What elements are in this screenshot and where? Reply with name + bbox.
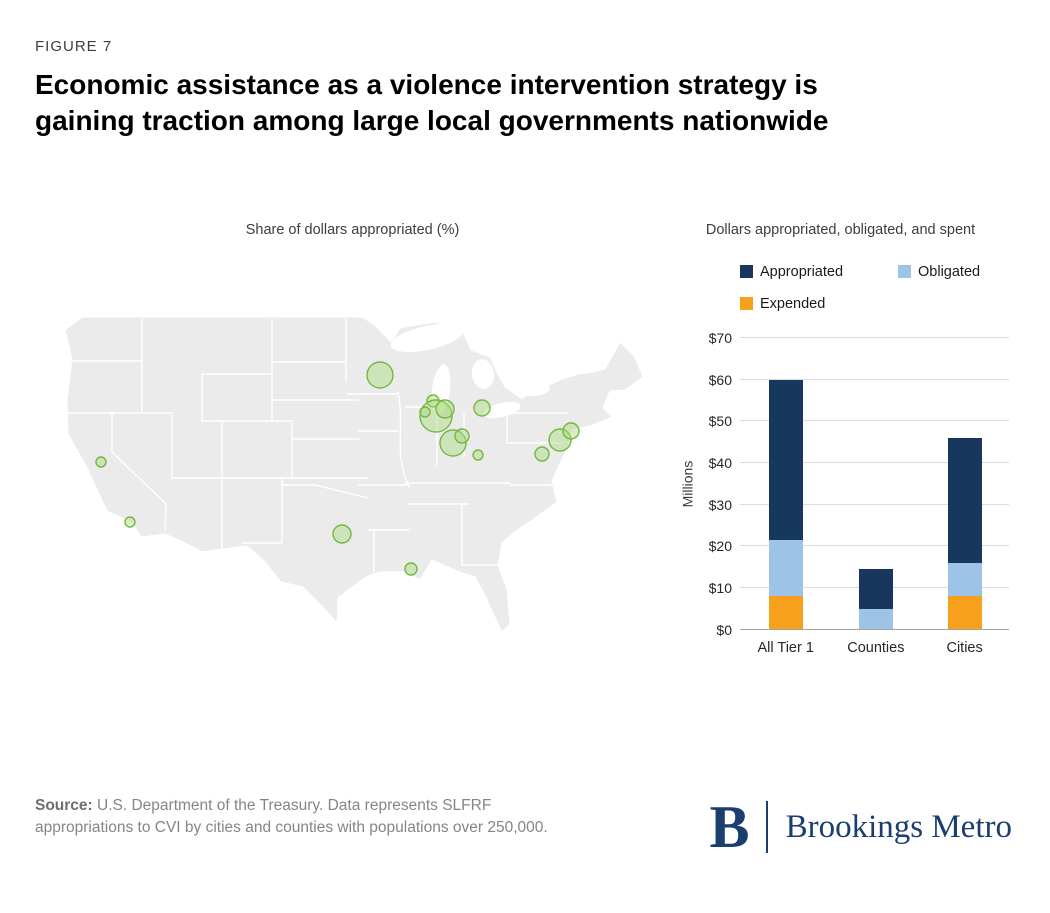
- bar-expended-all-tier-1: [768, 596, 803, 630]
- figure-page: FIGURE 7 Economic assistance as a violen…: [35, 38, 1012, 857]
- legend-item-obligated: Obligated: [898, 264, 980, 280]
- lake-superior: [390, 323, 464, 352]
- map-bubble: [366, 361, 394, 389]
- source-text: U.S. Department of the Treasury. Data re…: [35, 797, 548, 836]
- legend-swatch: [898, 265, 911, 279]
- map-bubble: [562, 422, 580, 440]
- lake-ontario: [520, 383, 550, 397]
- y-tick-label: $50: [708, 413, 732, 430]
- figure-footer: Source: U.S. Department of the Treasury.…: [35, 795, 1012, 857]
- map-bubble: [439, 429, 467, 457]
- gridline: [740, 420, 1009, 422]
- y-tick-label: $40: [708, 454, 732, 471]
- map-bubble: [95, 456, 107, 468]
- gridline: [740, 503, 1009, 505]
- map-panel: Share of dollars appropriated (%): [35, 222, 670, 642]
- figure-label: FIGURE 7: [35, 38, 113, 55]
- source-note: Source: U.S. Department of the Treasury.…: [35, 795, 590, 839]
- map-bubble: [435, 399, 455, 419]
- lake-erie: [483, 401, 521, 418]
- source-label: Source:: [35, 797, 93, 814]
- map-bubble: [472, 449, 484, 461]
- map-bubble: [332, 524, 352, 544]
- bar-chart-title: Dollars appropriated, obligated, and spe…: [705, 221, 976, 238]
- y-tick-label: $10: [708, 580, 732, 597]
- bar-expended-cities: [947, 596, 982, 630]
- legend-item-expended: Expended: [740, 296, 898, 312]
- map-title: Share of dollars appropriated (%): [245, 221, 460, 238]
- bar-obligated-counties: [858, 608, 893, 630]
- brookings-logo: B Brookings Metro: [710, 797, 1012, 857]
- map-bubbles: [95, 361, 580, 576]
- state-borders: [62, 318, 569, 573]
- us-map: [62, 316, 644, 633]
- legend-swatch: [740, 265, 753, 279]
- legend-label: Obligated: [918, 263, 981, 280]
- y-tick-label: $30: [708, 496, 732, 513]
- plot-column: $0 $10 $20 $30 $40 $50 $60 $70 All Tier 1 Countie…: [692, 330, 1009, 656]
- bar-chart-panel: Dollars appropriated, obligated, and spe…: [672, 221, 1009, 656]
- gridline: [740, 336, 1009, 338]
- y-tick-label: $20: [708, 538, 732, 555]
- y-tick-label: $0: [716, 621, 732, 638]
- y-tick-label: $60: [708, 371, 732, 388]
- y-tick-label: $70: [708, 329, 732, 346]
- gridline: [740, 545, 1009, 547]
- figure-title: Economic assistance as a violence interv…: [35, 69, 829, 137]
- map-bubble: [426, 394, 440, 408]
- legend-label: Expended: [760, 295, 826, 312]
- gridline: [740, 461, 1009, 463]
- figure-panels: Share of dollars appropriated (%) Dollar…: [35, 221, 1012, 656]
- x-category-label: All Tier 1: [757, 639, 814, 656]
- x-category-label: Cities: [946, 639, 983, 656]
- us-landmass: [64, 316, 644, 633]
- brookings-b-mark: B: [709, 794, 750, 860]
- map-bubble: [534, 446, 550, 462]
- gridline: [740, 628, 1009, 630]
- x-category-label: Counties: [847, 639, 905, 656]
- map-bubble: [419, 406, 431, 418]
- map-bubble: [473, 399, 491, 417]
- gridline: [740, 378, 1009, 380]
- chart-legend: Appropriated Obligated Expended: [740, 264, 1009, 312]
- logo-wordmark: Brookings Metro: [785, 808, 1012, 845]
- map-bubble: [124, 516, 136, 528]
- logo-divider: [765, 801, 768, 853]
- legend-label: Appropriated: [760, 263, 844, 280]
- bar-plot-area: $0 $10 $20 $30 $40 $50 $60 $70 All Tier 1 Countie…: [709, 330, 1009, 656]
- map-bubble: [454, 428, 470, 444]
- chart-body: Millions $0 $10 $20 $30 $40 $50 $60 $70 All Tier…: [672, 330, 1009, 656]
- legend-swatch: [740, 297, 753, 311]
- legend-item-appropriated: Appropriated: [740, 264, 898, 280]
- map-bubble: [404, 562, 418, 576]
- map-bubble: [548, 428, 572, 452]
- lake-huron: [471, 358, 495, 389]
